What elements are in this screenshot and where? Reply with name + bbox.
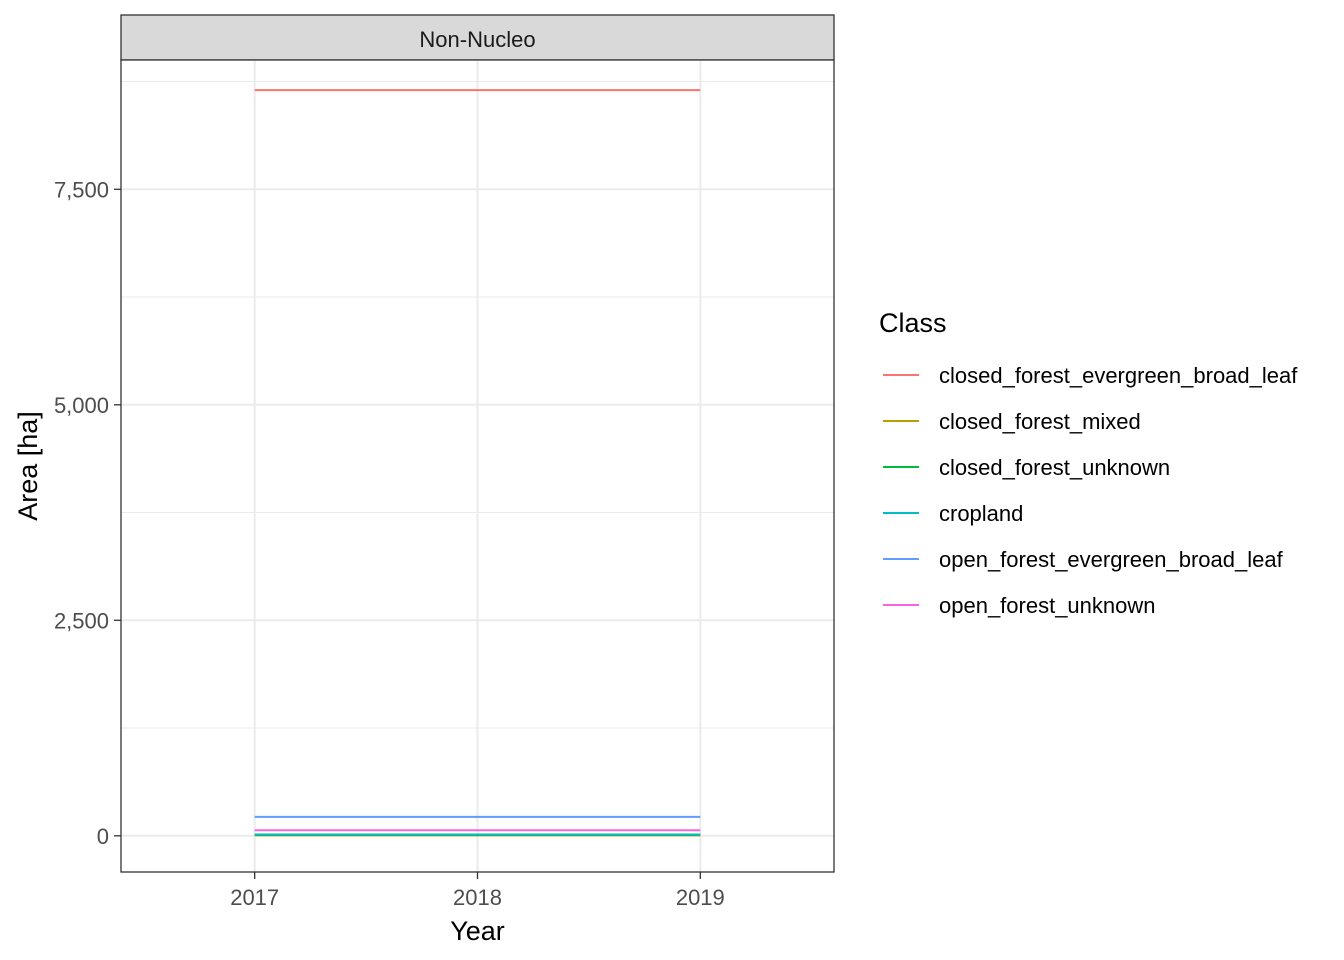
legend-label: closed_forest_mixed — [939, 409, 1141, 434]
legend-items: closed_forest_evergreen_broad_leafclosed… — [883, 363, 1298, 618]
x-tick-label: 2017 — [230, 885, 279, 910]
y-tick-label: 5,000 — [54, 393, 109, 418]
y-tick-label: 7,500 — [54, 177, 109, 202]
legend-label: open_forest_unknown — [939, 593, 1156, 618]
axis-layer: 0 2,500 5,000 7,500 2017 2018 2019 — [54, 177, 725, 910]
legend-label: cropland — [939, 501, 1023, 526]
legend-title: Class — [879, 308, 947, 338]
series-layer — [254, 89, 701, 837]
legend-label: closed_forest_unknown — [939, 455, 1170, 480]
x-tick-label: 2018 — [453, 885, 502, 910]
y-axis-title: Area [ha] — [13, 411, 43, 521]
facet-strip — [120, 14, 835, 61]
facet-label: Non-Nucleo — [419, 27, 535, 52]
x-tick-label: 2019 — [676, 885, 725, 910]
grid-layer — [121, 60, 834, 872]
legend-label: open_forest_evergreen_broad_leaf — [939, 547, 1284, 572]
y-tick-label: 2,500 — [54, 608, 109, 633]
legend: Class closed_forest_evergreen_broad_leaf… — [879, 308, 1298, 618]
x-axis-title: Year — [450, 916, 505, 946]
y-tick-label: 0 — [97, 824, 109, 849]
legend-label: closed_forest_evergreen_broad_leaf — [939, 363, 1298, 388]
